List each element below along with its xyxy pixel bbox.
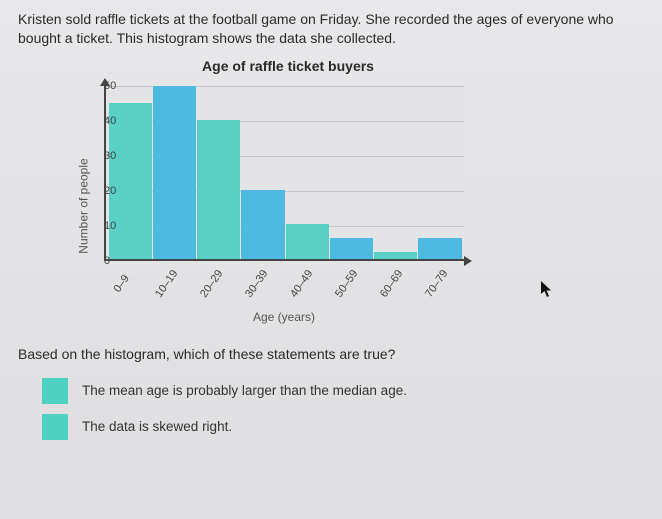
intro-text: Kristen sold raffle tickets at the footb…	[18, 10, 644, 48]
x-tick-label: 0–9	[104, 262, 140, 306]
x-axis-label: Age (years)	[104, 310, 464, 324]
histogram-bar	[197, 120, 240, 258]
histogram-bar	[241, 190, 284, 259]
option-row[interactable]: The mean age is probably larger than the…	[42, 378, 644, 404]
x-tick-label: 70–79	[419, 262, 455, 306]
histogram: Number of people 01020304050 0–910–1920–…	[58, 86, 498, 326]
histogram-bar	[330, 238, 373, 259]
histogram-bar	[374, 252, 417, 259]
bars-container	[106, 86, 464, 259]
option-swatch	[42, 414, 68, 440]
x-ticks: 0–910–1920–2930–3940–4950–5960–6970–79	[104, 264, 464, 276]
histogram-bar	[418, 238, 461, 259]
option-swatch	[42, 378, 68, 404]
chart-title: Age of raffle ticket buyers	[78, 58, 498, 74]
y-tick-label: 50	[104, 80, 110, 92]
question-text: Based on the histogram, which of these s…	[18, 346, 644, 362]
cursor-icon	[540, 280, 554, 303]
x-axis-arrow	[464, 256, 472, 266]
x-tick-label: 20–29	[194, 262, 230, 306]
x-tick-label: 50–59	[329, 262, 365, 306]
x-tick-label: 40–49	[284, 262, 320, 306]
y-tick-label: 10	[104, 220, 110, 232]
histogram-bar	[286, 224, 329, 259]
x-tick-label: 30–39	[239, 262, 275, 306]
histogram-bar	[153, 86, 196, 259]
plot-area	[104, 86, 464, 261]
y-tick-label: 40	[104, 115, 110, 127]
y-tick-label: 20	[104, 185, 110, 197]
option-row[interactable]: The data is skewed right.	[42, 414, 644, 440]
option-label: The mean age is probably larger than the…	[82, 383, 407, 398]
y-axis-label: Number of people	[77, 158, 91, 253]
x-tick-label: 60–69	[374, 262, 410, 306]
y-tick-label: 30	[104, 150, 110, 162]
option-label: The data is skewed right.	[82, 419, 232, 434]
x-tick-label: 10–19	[149, 262, 185, 306]
